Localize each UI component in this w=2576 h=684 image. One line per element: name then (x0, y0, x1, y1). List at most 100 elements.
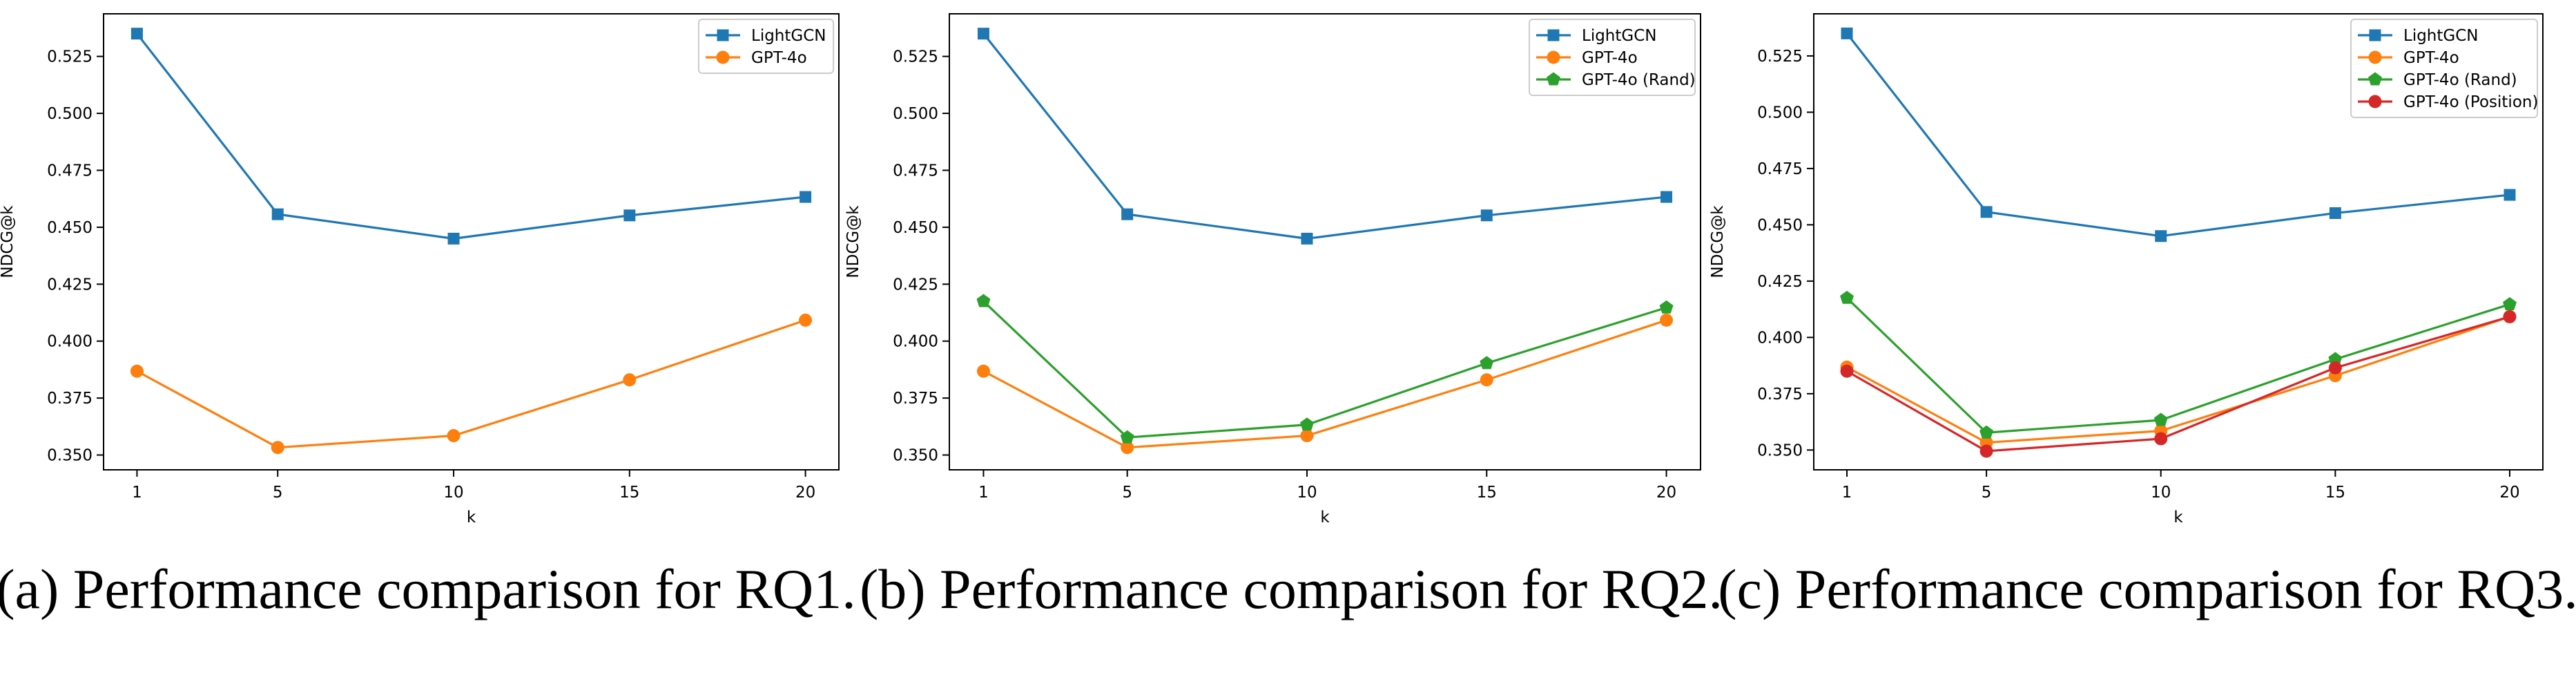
data-point (623, 373, 637, 387)
series-gpt-4o-rand (976, 294, 1674, 444)
data-point (2503, 310, 2517, 323)
caption-b: (b) Performance comparison for RQ2. (860, 558, 1723, 620)
x-tick-label: 1 (978, 484, 989, 502)
data-point (1480, 209, 1493, 222)
data-point (271, 208, 284, 220)
x-axis-label: k (467, 509, 476, 526)
data-point (271, 441, 284, 455)
legend-label: GPT-4o (2403, 49, 2459, 67)
legend-marker (717, 29, 729, 41)
y-tick-label: 0.400 (1757, 329, 1803, 347)
legend-label: LightGCN (2403, 27, 2479, 45)
x-tick-label: 15 (1477, 484, 1497, 502)
data-point (977, 28, 989, 40)
legend-marker (1547, 50, 1560, 64)
legend-marker (1547, 72, 1560, 86)
y-tick-label: 0.350 (47, 447, 93, 465)
plot-frame (103, 13, 840, 471)
data-point (1660, 191, 1673, 203)
y-tick-label: 0.425 (47, 276, 93, 294)
data-point (623, 209, 636, 222)
legend-label: GPT-4o (1582, 49, 1638, 67)
data-point (130, 364, 144, 378)
x-tick-label: 10 (1297, 484, 1317, 502)
data-point (800, 191, 812, 203)
x-tick-label: 15 (2325, 484, 2345, 502)
y-tick-label: 0.400 (47, 333, 93, 351)
y-tick-label: 0.475 (893, 162, 938, 180)
data-point (1300, 429, 1314, 443)
legend-label: GPT-4o (Rand) (2403, 71, 2517, 89)
x-tick-label: 20 (2499, 484, 2519, 502)
x-tick-label: 20 (795, 484, 815, 502)
data-point (1659, 300, 1674, 314)
data-point (1979, 444, 1993, 458)
y-tick-label: 0.425 (1757, 273, 1803, 291)
legend-frame (2350, 19, 2538, 118)
series-line (1846, 315, 2510, 453)
legend: LightGCN GPT-4o GPT-4o (Rand) GPT-4o (Posit… (2350, 19, 2538, 118)
y-tick-label: 0.525 (47, 48, 93, 66)
x-tick-label: 5 (1982, 484, 1992, 502)
y-tick-label: 0.500 (893, 105, 938, 123)
data-point (2328, 361, 2342, 374)
legend: LightGCN GPT-4o (698, 19, 834, 74)
legend-marker (2369, 29, 2381, 41)
x-tick-label: 1 (1842, 484, 1852, 502)
x-tick-label: 5 (273, 484, 283, 502)
x-tick-label: 15 (619, 484, 639, 502)
legend: LightGCN GPT-4o GPT-4o (Rand) (1529, 19, 1696, 96)
caption-c: (c) Performance comparison for RQ3. (1718, 558, 2576, 620)
y-tick-label: 0.475 (47, 162, 93, 180)
data-point (1299, 417, 1314, 431)
x-tick-label: 1 (132, 484, 142, 502)
y-tick-label: 0.375 (893, 390, 938, 408)
series-gpt-4o (1840, 310, 2517, 450)
data-point (976, 364, 990, 378)
y-tick-label: 0.400 (893, 333, 938, 351)
plot-frame (949, 13, 1701, 471)
y-tick-label: 0.500 (47, 105, 93, 123)
y-tick-label: 0.375 (1757, 386, 1803, 403)
y-axis-label: NDCG@k (844, 205, 862, 278)
data-point (447, 429, 461, 443)
series-gpt-4o-position (1840, 310, 2517, 458)
legend-frame (1529, 19, 1696, 96)
data-point (1480, 373, 1493, 387)
y-axis-label: NDCG@k (0, 205, 17, 278)
data-point (799, 313, 813, 327)
y-tick-label: 0.500 (1757, 104, 1803, 122)
data-point (130, 28, 143, 40)
y-tick-label: 0.425 (893, 276, 938, 294)
data-point (1480, 356, 1494, 370)
legend-marker (716, 50, 730, 64)
legend-label: GPT-4o (Rand) (1582, 71, 1696, 89)
x-tick-label: 5 (1122, 484, 1132, 502)
series-lightgcn (977, 28, 1673, 245)
data-point (1301, 232, 1313, 245)
captions: (a) Performance comparison for RQ1. (b) … (0, 558, 2576, 620)
y-tick-label: 0.450 (47, 219, 93, 237)
y-axis-label: NDCG@k (1709, 205, 1727, 278)
legend-label: LightGCN (1582, 27, 1657, 45)
x-tick-label: 10 (2151, 484, 2171, 502)
legend-marker (2368, 95, 2382, 108)
legend-marker (2368, 72, 2382, 86)
data-point (976, 294, 991, 307)
data-point (1840, 364, 1854, 378)
data-point (447, 232, 460, 245)
chart-b: 0.350 0.375 0.400 0.425 0.450 0.475 0.500 0.525… (844, 13, 1701, 526)
data-point (1979, 425, 1994, 439)
data-point (1980, 206, 1993, 218)
data-point (2503, 296, 2517, 310)
legend-label: LightGCN (751, 27, 826, 45)
x-tick-label: 20 (1656, 484, 1676, 502)
y-tick-label: 0.350 (893, 447, 938, 465)
y-tick-label: 0.375 (47, 390, 93, 408)
y-tick-label: 0.350 (1757, 441, 1803, 459)
data-point (1841, 27, 1853, 39)
series-lightgcn (1841, 27, 2516, 243)
y-tick-label: 0.525 (1757, 48, 1803, 66)
data-point (2504, 189, 2516, 201)
